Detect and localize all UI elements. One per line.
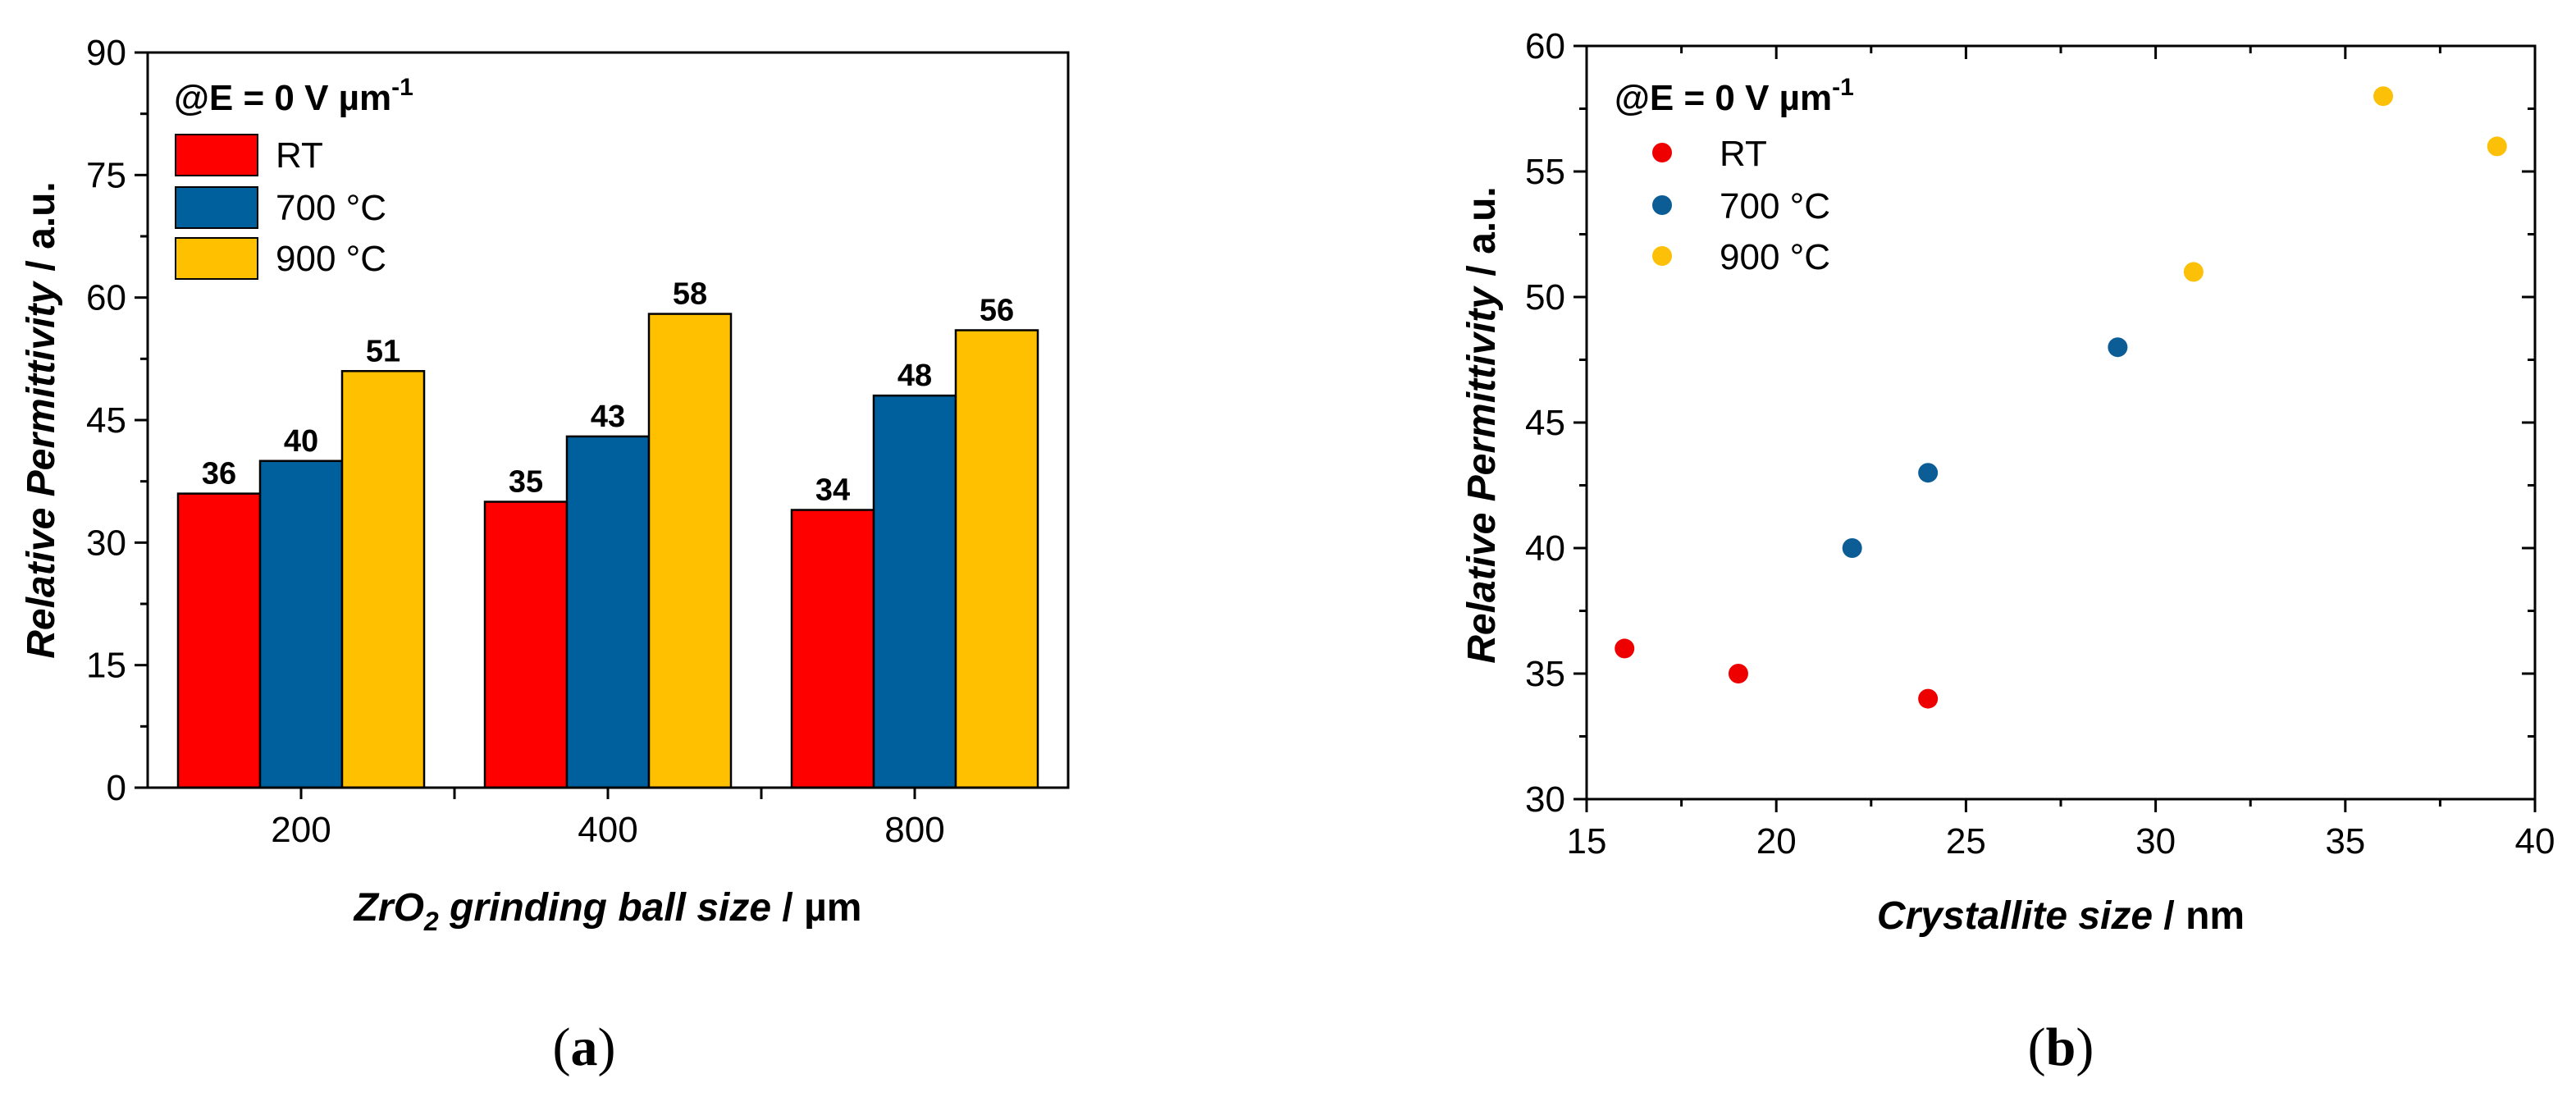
legend-title-superscript: -1 — [391, 74, 413, 101]
x-tick-label: 20 — [1756, 821, 1797, 861]
legend: @E = 0 V µm-1 RT 700 °C 900 °C — [174, 74, 413, 280]
y-tick-label: 30 — [1525, 779, 1565, 820]
y-tick-label: 60 — [86, 278, 126, 318]
panel-label-a: (a) — [553, 1017, 616, 1077]
y-tick-label: 15 — [86, 646, 126, 686]
y-tick-label: 35 — [1525, 654, 1565, 694]
legend-marker-700 — [1652, 195, 1672, 215]
bar — [176, 492, 262, 789]
y-tick-label: 60 — [1525, 26, 1565, 66]
y-tick-label: 90 — [86, 33, 126, 73]
scatter-point — [1728, 664, 1748, 683]
bar-data-label: 35 — [509, 465, 543, 500]
legend-title: @E = 0 V µm-1 — [174, 74, 413, 118]
bar — [872, 394, 957, 789]
legend-swatch-rt — [175, 134, 258, 176]
x-tick-label: 800 — [884, 810, 944, 850]
bar-data-label: 43 — [591, 400, 625, 434]
x-axis-ticks: 200 400 800 — [271, 788, 945, 850]
y-tick-label: 40 — [1525, 528, 1565, 569]
y-tick-label: 45 — [86, 400, 126, 441]
scatter-point — [1842, 538, 1862, 558]
legend-label-700: 700 °C — [276, 188, 386, 228]
x-tick-label: 200 — [271, 810, 331, 850]
bar-data-label: 34 — [815, 473, 850, 508]
bar — [647, 313, 733, 789]
legend-swatch-700 — [175, 186, 258, 229]
scatter-point — [1918, 463, 1939, 483]
bar-data-label: 58 — [673, 277, 707, 312]
legend: @E = 0 V µm-1 RT 700 °C 900 °C — [1615, 74, 1854, 277]
y-tick-label: 0 — [107, 768, 126, 808]
legend-title: @E = 0 V µm-1 — [1615, 74, 1854, 118]
scatter-point — [2108, 337, 2128, 358]
x-tick-label: 40 — [2515, 821, 2555, 861]
x-axis-title: ZrO2 grinding ball size / µm — [353, 886, 862, 936]
x-tick-label: 400 — [578, 810, 637, 850]
scatter-point — [2183, 262, 2204, 282]
y-tick-label: 55 — [1525, 152, 1565, 192]
legend-label-rt: RT — [276, 135, 323, 176]
bar-data-label: 36 — [202, 457, 236, 491]
scatter-point — [2487, 136, 2507, 157]
x-axis-title: Crystallite size / nm — [1877, 894, 2245, 938]
legend-label-700: 700 °C — [1720, 186, 1830, 226]
x-axis-title-subscript: 2 — [423, 907, 439, 936]
bar-data-label: 48 — [897, 359, 932, 393]
legend-marker-900 — [1652, 246, 1672, 266]
legend-label-900: 900 °C — [1720, 237, 1830, 277]
y-axis-ticks: 0 15 30 45 60 75 90 — [86, 33, 148, 808]
y-axis-title: Relative Permittivity / a.u. — [20, 181, 63, 659]
panel-label-b: (b) — [2028, 1017, 2094, 1077]
x-tick-label: 35 — [2325, 821, 2365, 861]
scatter-chart-panel: 15 20 25 30 35 40 30 35 40 45 50 55 60 @E = 0 V µm-1… — [1460, 26, 2555, 1077]
scatter-point — [1615, 638, 1635, 659]
y-tick-label: 30 — [86, 523, 126, 563]
scatter-point — [1918, 688, 1939, 709]
y-axis-title: Relative Permittivity / a.u. — [1460, 186, 1504, 664]
x-tick-label: 15 — [1567, 821, 1607, 861]
plot-frame — [146, 51, 1070, 789]
y-tick-label: 50 — [1525, 277, 1565, 318]
y-tick-label: 45 — [1525, 403, 1565, 443]
bar — [790, 509, 875, 789]
bar-group: 36 40 51 35 43 58 34 48 56 — [176, 277, 1039, 789]
bar — [340, 370, 426, 789]
legend-title-superscript: -1 — [1832, 74, 1854, 101]
bar-data-label: 51 — [366, 334, 400, 368]
bar-chart-panel: 36 40 51 35 43 58 34 48 56 0 15 30 45 60 75 90 200 400 8… — [20, 33, 1070, 1077]
legend-swatch-900 — [175, 237, 258, 280]
scatter-points — [1615, 86, 2507, 709]
legend-label-rt: RT — [1720, 134, 1767, 174]
legend-label-900: 900 °C — [276, 239, 386, 279]
x-tick-label: 30 — [2135, 821, 2176, 861]
bar — [565, 435, 651, 789]
axis-ticks: 15 20 25 30 35 40 30 35 40 45 50 55 60 — [1525, 26, 2555, 861]
bar — [258, 459, 344, 789]
plot-frame — [1585, 44, 2537, 801]
scatter-point — [2373, 86, 2394, 107]
bar — [483, 500, 569, 789]
bar — [954, 329, 1039, 789]
bar-data-label: 40 — [284, 424, 318, 459]
x-tick-label: 25 — [1946, 821, 1986, 861]
y-tick-label: 75 — [86, 155, 126, 195]
legend-marker-rt — [1652, 143, 1672, 162]
bar-data-label: 56 — [980, 293, 1014, 327]
